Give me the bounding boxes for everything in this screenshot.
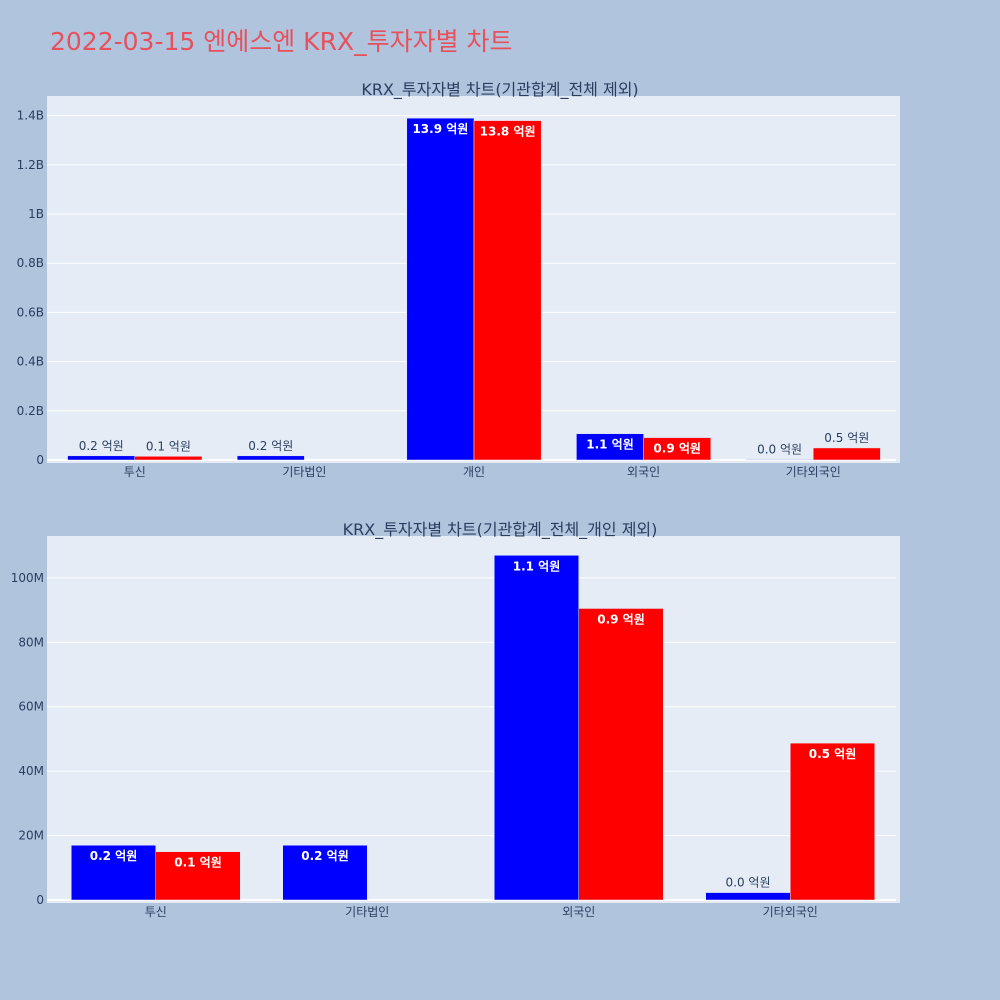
y-tick-label: 60M bbox=[18, 700, 44, 714]
x-tick-label: 외국인 bbox=[562, 905, 595, 919]
data-label: 13.8 억원 bbox=[480, 125, 536, 139]
data-label: 0.5 억원 bbox=[809, 747, 857, 761]
data-label: 0.9 억원 bbox=[653, 442, 701, 456]
x-tick-label: 투신 bbox=[124, 465, 146, 479]
x-tick-label: 개인 bbox=[463, 465, 485, 479]
y-tick-label: 1.4B bbox=[17, 109, 44, 123]
data-label: 0.1 억원 bbox=[146, 439, 191, 453]
x-tick-label: 기타법인 bbox=[282, 465, 326, 479]
data-label: 0.2 억원 bbox=[79, 439, 124, 453]
y-tick-label: 1B bbox=[28, 207, 44, 221]
y-tick-label: 80M bbox=[18, 635, 44, 649]
data-label: 0.1 억원 bbox=[174, 856, 222, 870]
data-label: 0.2 억원 bbox=[90, 849, 138, 863]
plot-area bbox=[47, 536, 900, 903]
x-tick-label: 외국인 bbox=[627, 465, 660, 479]
x-tick-label: 기타법인 bbox=[345, 905, 389, 919]
bar bbox=[406, 117, 475, 461]
page-title: 2022-03-15 엔에스엔 KRX_투자자별 차트 bbox=[50, 27, 513, 56]
bar bbox=[155, 851, 241, 901]
y-tick-label: 0.8B bbox=[17, 256, 44, 270]
y-tick-label: 0 bbox=[36, 453, 44, 467]
x-tick-label: 기타외국인 bbox=[763, 905, 818, 919]
data-label: 13.9 억원 bbox=[412, 122, 468, 136]
data-label: 0.5 억원 bbox=[824, 431, 869, 445]
bar bbox=[578, 608, 664, 901]
bar bbox=[643, 437, 712, 461]
bar bbox=[790, 742, 875, 901]
y-tick-label: 0 bbox=[36, 893, 44, 907]
y-tick-label: 100M bbox=[11, 571, 44, 585]
bar bbox=[282, 844, 368, 901]
bar bbox=[812, 447, 881, 461]
data-label: 0.2 억원 bbox=[248, 439, 293, 453]
chart-title: KRX_투자자별 차트(기관합계_전체_개인 제외) bbox=[343, 520, 658, 540]
bar bbox=[67, 455, 136, 461]
y-tick-label: 1.2B bbox=[17, 158, 44, 172]
chart-title: KRX_투자자별 차트(기관합계_전체 제외) bbox=[361, 80, 638, 100]
data-label: 1.1 억원 bbox=[513, 559, 561, 573]
data-label: 1.1 억원 bbox=[586, 438, 634, 452]
bar bbox=[134, 456, 203, 461]
bar bbox=[71, 844, 156, 901]
y-tick-label: 20M bbox=[18, 829, 44, 843]
x-tick-label: 투신 bbox=[145, 905, 167, 919]
y-tick-label: 40M bbox=[18, 764, 44, 778]
bar bbox=[494, 555, 579, 901]
y-tick-label: 0.4B bbox=[17, 355, 44, 369]
bar bbox=[236, 455, 305, 461]
bar bbox=[745, 459, 814, 461]
data-label: 0.0 억원 bbox=[757, 442, 802, 456]
x-tick-label: 기타외국인 bbox=[786, 465, 841, 479]
data-label: 0.2 억원 bbox=[301, 849, 349, 863]
bar bbox=[473, 120, 542, 461]
y-tick-label: 0.6B bbox=[17, 305, 44, 319]
data-label: 0.0 억원 bbox=[726, 876, 771, 890]
bar bbox=[705, 892, 791, 901]
data-label: 0.9 억원 bbox=[597, 612, 645, 626]
investor-chart-excluding-institutions-individuals: 0 20M 40M 60M 80M 100M KRX_투자자별 차트(기관합계_전체_개인 … bbox=[11, 520, 900, 919]
investor-chart-excluding-institutions: 0 0.2B 0.4B 0.6B 0.8B 1B 1.2B 1.4B KRX_투자자별 차트(기… bbox=[17, 80, 900, 479]
y-tick-label: 0.2B bbox=[17, 404, 44, 418]
